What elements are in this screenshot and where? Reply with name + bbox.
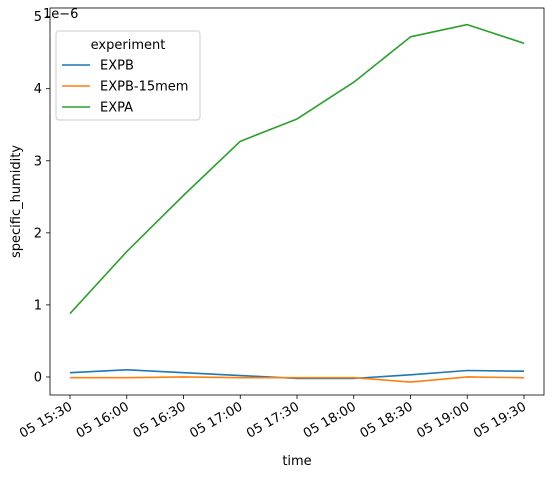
legend-entry: EXPB [100, 59, 134, 74]
x-axis-label: time [282, 454, 311, 469]
legend-box [55, 30, 201, 121]
legend-title: experiment [91, 38, 166, 53]
y-tick-label: 4 [34, 82, 42, 97]
legend-entry: EXPB-15mem [100, 80, 188, 95]
y-axis: 0 1 2 3 4 5 [34, 10, 50, 385]
y-tick-label: 0 [34, 370, 42, 385]
series-line-expb-15mem [70, 376, 525, 383]
legend-entry: EXPA [100, 101, 133, 116]
series-line-expa [69, 23, 525, 315]
y-tick-label: 1 [34, 298, 42, 313]
y-offset-label: 1e−6 [43, 7, 78, 22]
legend: experiment EXPB EXPB-15mem EXPA [55, 30, 201, 121]
y-tick-label: 3 [34, 154, 42, 169]
y-axis-label: specific_humidity [9, 145, 24, 258]
plot-area [69, 23, 525, 383]
y-tick-label: 5 [34, 10, 42, 25]
y-tick-label: 2 [34, 226, 42, 241]
